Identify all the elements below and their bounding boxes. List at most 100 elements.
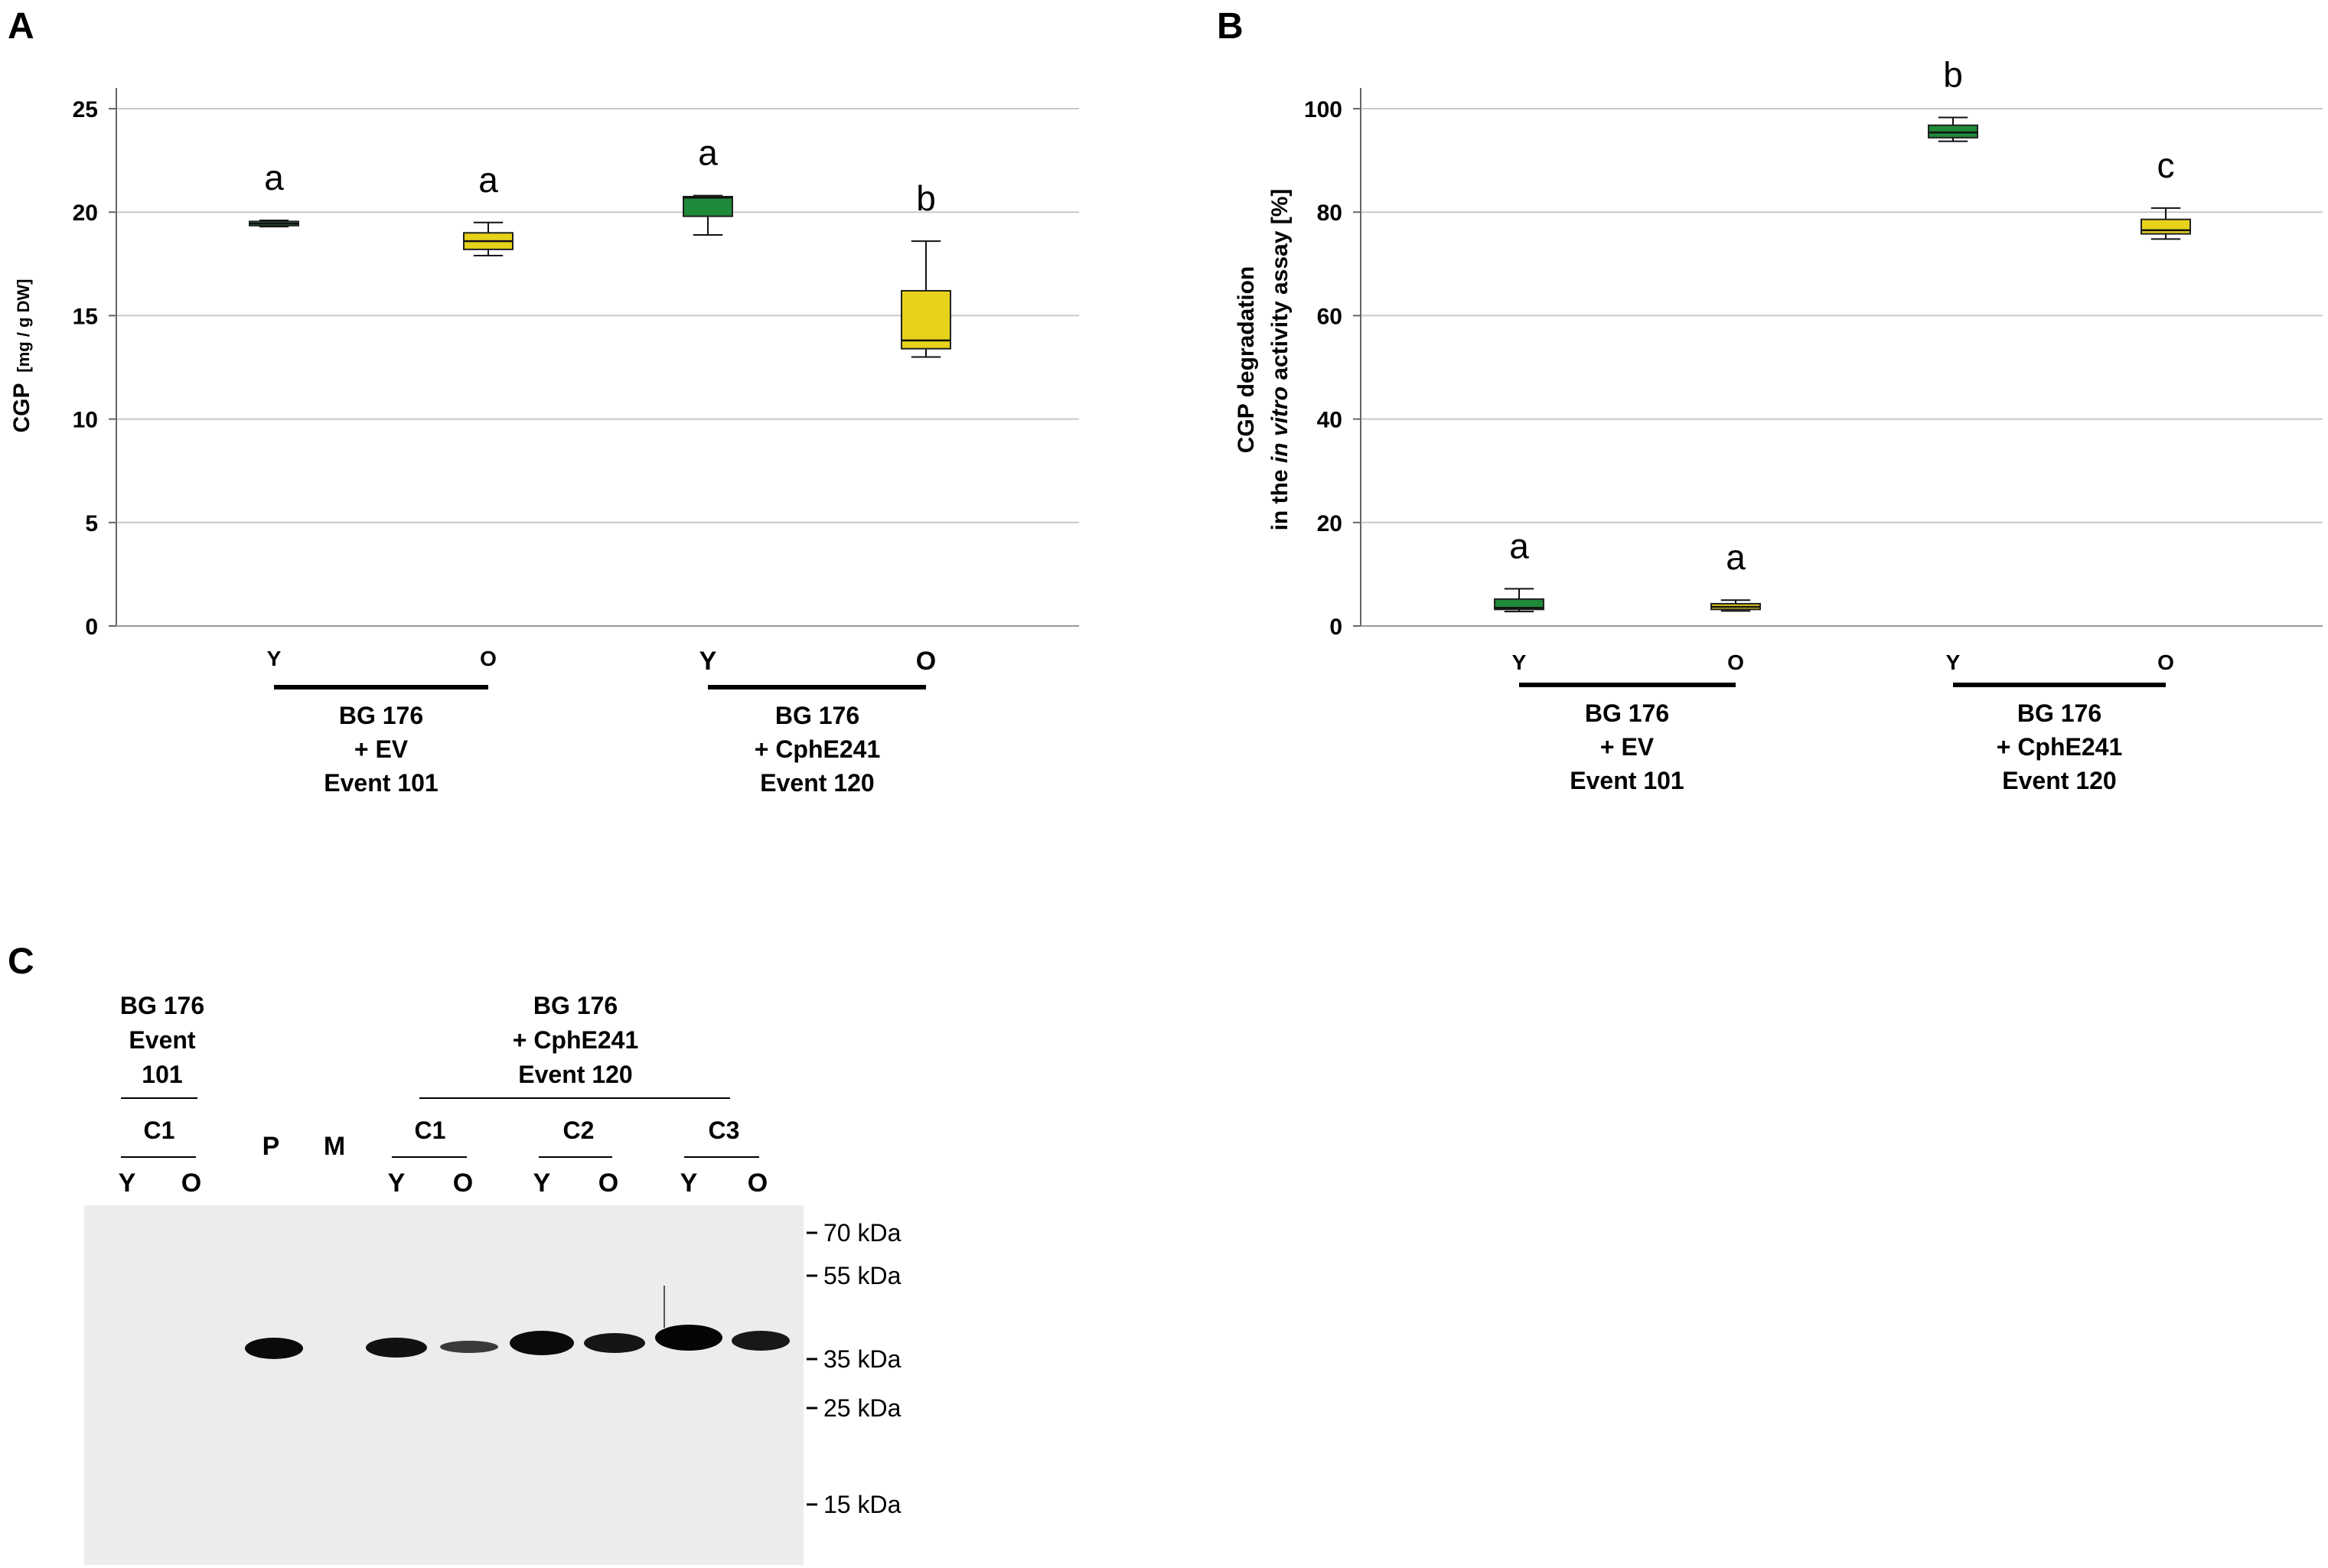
category-label: O [916,647,936,676]
boxes: a a b c [1494,55,2191,613]
y-tick-label: 20 [1317,511,1342,536]
grid-lines [116,108,1079,523]
group-label-line: + EV [354,735,409,763]
clone-c2-label: C2 [563,1117,595,1144]
lane-label: Y [388,1169,406,1198]
box-3: b [1928,55,1978,142]
box-iqr [2141,218,2191,235]
significance-letter: a [1509,526,1529,566]
boxes: a a a b [249,133,951,358]
significance-letter: b [1943,55,1963,95]
group-label-line: + CphE241 [1997,733,2123,761]
band-c3-o [732,1331,790,1351]
box-2: a [463,160,514,257]
box-4: c [2141,145,2191,240]
category-label: Y [699,647,717,676]
significance-letter: a [698,133,718,173]
significance-letter: a [1726,537,1746,577]
band-c1-y [366,1338,427,1358]
group-labels: BG 176 + EV Event 101 BG 176 + CphE241 Event … [1519,683,2166,794]
group-label-line: + CphE241 [755,735,881,763]
band-c1-o [440,1341,498,1353]
lane-label: Y [533,1169,551,1198]
box-iqr [1494,598,1544,611]
panel-a-label: A [8,6,34,47]
y-tick-labels: 0 20 40 60 80 100 [1304,97,1361,640]
box-1: a [249,158,299,228]
y-tick-label: 60 [1317,304,1342,329]
header-left-line3: 101 [142,1061,182,1088]
lane-label: O [598,1169,618,1198]
y-tick-labels: 0 5 10 15 20 25 [73,97,116,640]
group-label-line: Event 101 [324,769,438,797]
header-right-line3: Event 120 [518,1061,632,1088]
band-c2-o [584,1333,645,1353]
marker-label: 35 kDa [823,1345,902,1373]
y-tick-label: 25 [73,97,98,122]
y-tick-label: 0 [85,614,98,640]
header-left-line1: BG 176 [120,992,204,1019]
marker-label: 15 kDa [823,1491,902,1518]
group-label-line: BG 176 [2017,699,2101,727]
box-1: a [1494,526,1544,613]
group-label-line: BG 176 [339,702,423,729]
blot-membrane [84,1205,804,1565]
lane-labels: Y O P M Y O Y O Y O [119,1132,768,1198]
blot-bands [245,1286,790,1359]
panel-b-chart: 0 20 40 60 80 100 CGP degradation in the in v… [1234,55,2323,794]
box-iqr [683,195,733,217]
header-right-line2: + CphE241 [513,1026,639,1054]
marker-label: 70 kDa [823,1219,902,1247]
group-label-line: Event 120 [760,769,874,797]
box-iqr [1928,124,1978,139]
panel-b-label: B [1217,6,1244,47]
y-tick-label: 15 [73,304,98,329]
y-tick-label: 100 [1304,97,1342,122]
y-axis-title-line1: CGP degradation [1234,266,1259,453]
group-label-line: Event 120 [2002,767,2116,794]
lane-label: Y [119,1169,136,1198]
clone-c1-label: C1 [415,1117,446,1144]
category-label: O [2157,650,2174,674]
panel-c-blot: BG 176 Event 101 C1 BG 176 + CphE241 Eve… [84,992,902,1565]
y-axis-title-line2: in the in vitro activity assay [%] [1267,189,1293,531]
box-4: b [901,178,951,358]
significance-letter: a [264,158,284,197]
group-label-line: + EV [1600,733,1655,761]
grid-lines [1361,108,2323,523]
group-label-line: Event 101 [1570,767,1684,794]
category-label: Y [1512,650,1527,674]
marker-label: 25 kDa [823,1394,902,1422]
box-2: a [1710,537,1761,612]
lane-label: M [324,1132,345,1161]
category-label: Y [267,647,282,670]
significance-letter: c [2157,145,2175,185]
header-right-line1: BG 176 [533,992,618,1019]
y-tick-label: 0 [1329,614,1342,640]
significance-letter: b [916,178,936,218]
clone-c3-label: C3 [709,1117,740,1144]
panel-c-label: C [8,941,34,982]
lane-label: O [453,1169,473,1198]
box-3: a [683,133,733,236]
lane-label: O [748,1169,768,1198]
band-c2-y [510,1331,574,1355]
clone-left-label: C1 [144,1117,175,1144]
marker-label: 55 kDa [823,1262,902,1289]
y-tick-label: 20 [73,200,98,226]
box-iqr [901,289,951,350]
group-label-line: BG 176 [1585,699,1669,727]
lane-label: P [262,1132,280,1161]
y-axis-title: CGP [mg / g DW] [9,279,34,432]
header-left-line2: Event [129,1026,195,1054]
y-tick-label: 5 [85,511,98,536]
lane-label: O [181,1169,201,1198]
molecular-weight-markers: 70 kDa 55 kDa 35 kDa 25 kDa 15 kDa [807,1219,902,1518]
band-c3-y [655,1325,722,1351]
y-tick-label: 40 [1317,408,1342,433]
category-label: Y [1946,650,1961,674]
lane-label: Y [680,1169,698,1198]
